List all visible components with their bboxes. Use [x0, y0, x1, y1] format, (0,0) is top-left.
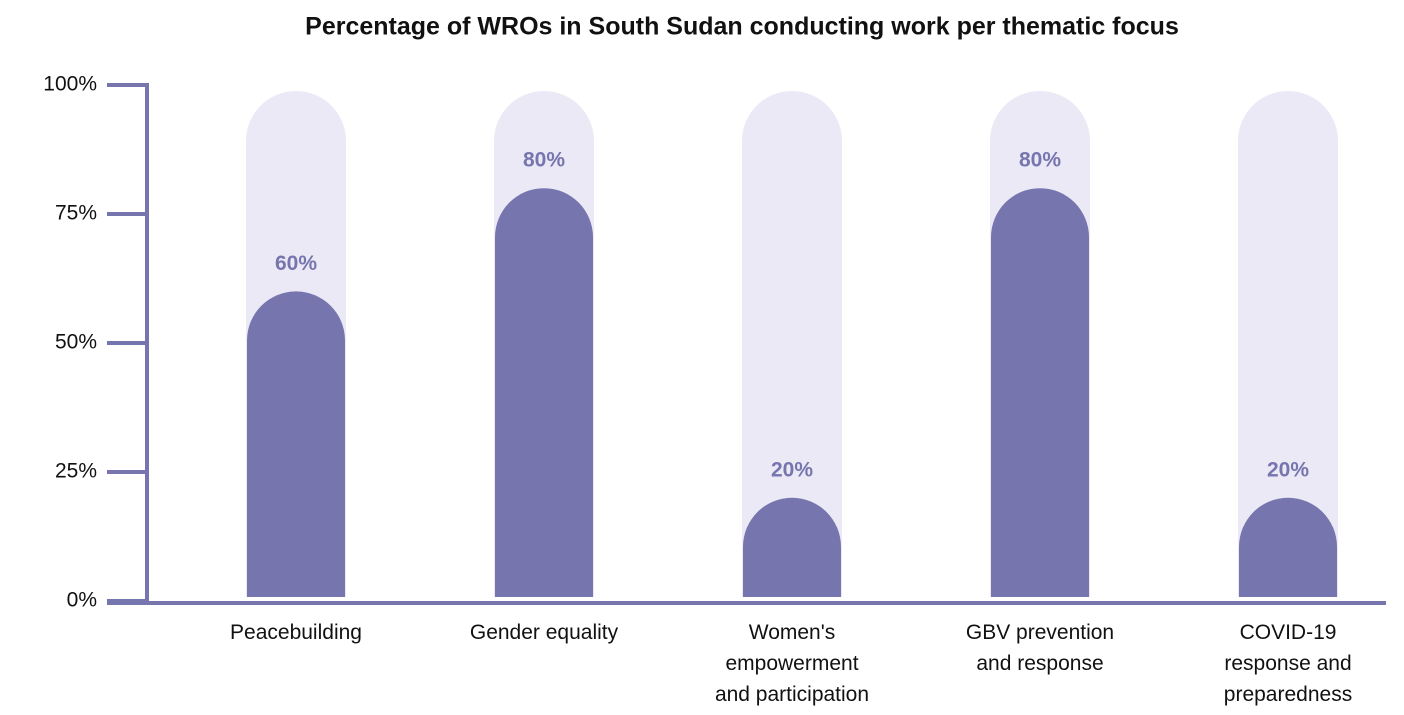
- x-tick-label: Gender equality: [470, 621, 619, 644]
- y-tick-label: 75%: [55, 202, 97, 225]
- bar: [743, 497, 841, 597]
- value-label: 20%: [1267, 458, 1309, 481]
- y-tick-label: 50%: [55, 331, 97, 354]
- y-tick-label: 0%: [67, 589, 97, 612]
- value-label: 60%: [275, 252, 317, 275]
- bar: [247, 291, 345, 597]
- bar-track: [1238, 91, 1338, 597]
- y-tick-label: 100%: [43, 73, 97, 96]
- value-label: 80%: [1019, 149, 1061, 172]
- x-tick-label: GBV prevention and response: [966, 621, 1114, 675]
- bar: [495, 188, 593, 597]
- x-tick-label: COVID-19 response and preparedness: [1224, 621, 1352, 706]
- bar: [991, 188, 1089, 597]
- y-tick-label: 25%: [55, 460, 97, 483]
- value-label: 20%: [771, 458, 813, 481]
- bar: [1239, 497, 1337, 597]
- x-tick-label: Peacebuilding: [230, 621, 362, 644]
- bar-track: [742, 91, 842, 597]
- chart-title: Percentage of WROs in South Sudan conduc…: [305, 13, 1179, 41]
- x-tick-label: Women's empowerment and participation: [715, 621, 869, 706]
- value-label: 80%: [523, 149, 565, 172]
